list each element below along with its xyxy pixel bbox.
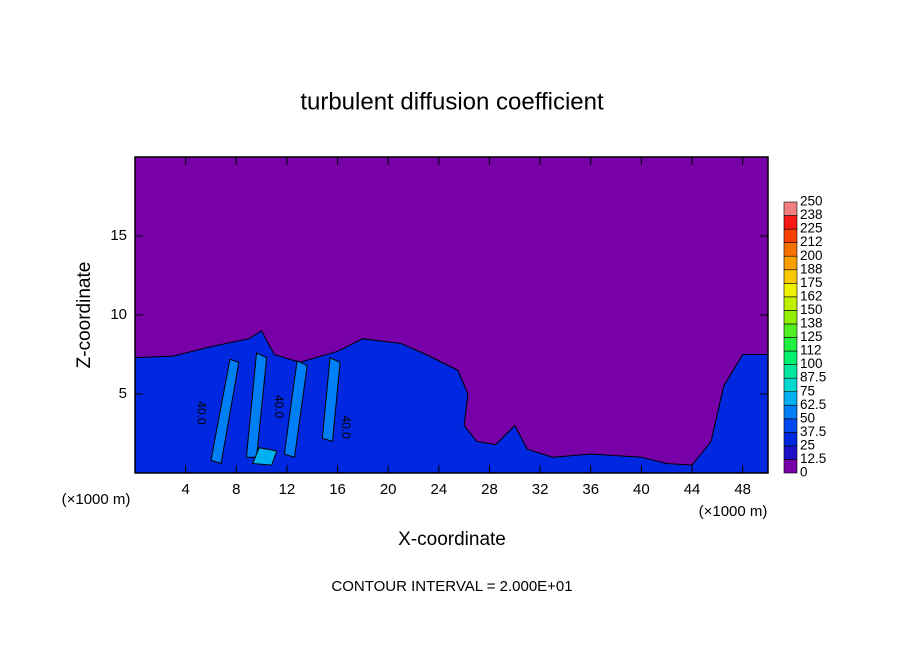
y-axis-label: Z-coordinate xyxy=(74,262,95,369)
colorbar-label: 212 xyxy=(800,234,823,249)
colorbar-label: 188 xyxy=(800,261,823,276)
x-unit-right: (×1000 m) xyxy=(699,503,768,520)
colorbar-label: 87.5 xyxy=(800,370,826,385)
colorbar-label: 250 xyxy=(800,194,823,209)
colorbar-label: 50 xyxy=(800,410,815,425)
colorbar-box xyxy=(783,391,798,406)
colorbar-box xyxy=(783,296,798,311)
colorbar-box xyxy=(783,242,798,257)
contour-region xyxy=(283,360,308,458)
colorbar-box xyxy=(783,432,798,447)
colorbar-label: 100 xyxy=(800,356,823,371)
colorbar-box xyxy=(783,201,798,216)
colorbar-box xyxy=(783,228,798,243)
colorbar-label: 125 xyxy=(800,329,823,344)
colorbar-label: 62.5 xyxy=(800,397,826,412)
colorbar-box xyxy=(783,310,798,325)
colorbar-label: 12.5 xyxy=(800,451,826,466)
colorbar-box xyxy=(783,350,798,365)
y-tick-label: 10 xyxy=(110,306,127,323)
colorbar-label: 150 xyxy=(800,302,823,317)
contour-region xyxy=(252,447,278,466)
colorbar-box xyxy=(783,445,798,460)
x-tick-label: 44 xyxy=(684,481,701,498)
colorbar-label: 138 xyxy=(800,316,823,331)
x-tick-label: 24 xyxy=(430,481,447,498)
contour-region xyxy=(210,358,240,465)
colorbar-box xyxy=(783,323,798,338)
colorbar-label: 0 xyxy=(800,465,808,480)
colorbar-label: 225 xyxy=(800,221,823,236)
colorbar-label: 200 xyxy=(800,248,823,263)
x-tick-label: 36 xyxy=(582,481,599,498)
y-tick-label: 5 xyxy=(119,385,127,402)
colorbar-label: 112 xyxy=(800,343,822,358)
colorbar-box xyxy=(783,269,798,284)
colorbar-box xyxy=(783,337,798,352)
x-tick-label: 12 xyxy=(279,481,296,498)
contour-region xyxy=(245,352,268,458)
x-tick-label: 28 xyxy=(481,481,498,498)
contour-region xyxy=(321,356,341,443)
x-tick-label: 48 xyxy=(734,481,751,498)
colorbar-box xyxy=(783,364,798,379)
x-tick-label: 32 xyxy=(532,481,549,498)
colorbar-box xyxy=(783,459,798,474)
x-tick-label: 4 xyxy=(181,481,189,498)
colorbar-label: 162 xyxy=(800,288,823,303)
x-tick-label: 40 xyxy=(633,481,650,498)
contour-label: 40.0 xyxy=(272,395,286,419)
x-tick-label: 8 xyxy=(232,481,240,498)
colorbar-label: 75 xyxy=(800,383,815,398)
colorbar-box xyxy=(783,282,798,298)
colorbar-label: 37.5 xyxy=(800,424,826,439)
x-tick-label: 20 xyxy=(380,481,397,498)
colorbar-label: 238 xyxy=(800,207,823,222)
contour-label: 40.0 xyxy=(195,401,209,425)
colorbar-box xyxy=(783,215,798,230)
contour-label: 40.0 xyxy=(339,416,353,440)
colorbar-label: 25 xyxy=(800,437,815,452)
chart-title: turbulent diffusion coefficient xyxy=(300,88,604,115)
colorbar-label: 175 xyxy=(800,275,823,290)
colorbar-box xyxy=(783,255,798,271)
colorbar-box xyxy=(783,377,798,392)
colorbar-box xyxy=(783,404,798,420)
x-tick-label: 16 xyxy=(329,481,346,498)
y-tick-label: 15 xyxy=(110,227,127,244)
x-unit-left: (×1000 m) xyxy=(62,491,131,508)
x-axis-label: X-coordinate xyxy=(398,529,506,550)
colorbar-box xyxy=(783,418,798,433)
footer: CONTOUR INTERVAL = 2.000E+01 xyxy=(331,578,572,595)
